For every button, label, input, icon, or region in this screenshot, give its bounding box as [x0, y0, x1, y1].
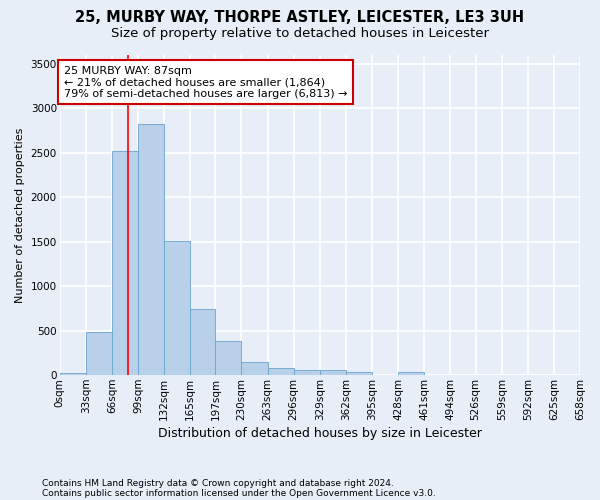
Bar: [241, 362, 268, 375]
Text: Size of property relative to detached houses in Leicester: Size of property relative to detached ho…: [111, 28, 489, 40]
Bar: [86, 332, 112, 375]
Bar: [138, 124, 164, 375]
Text: 25 MURBY WAY: 87sqm
← 21% of detached houses are smaller (1,864)
79% of semi-det: 25 MURBY WAY: 87sqm ← 21% of detached ho…: [64, 66, 347, 99]
Text: Contains HM Land Registry data © Crown copyright and database right 2024.: Contains HM Land Registry data © Crown c…: [42, 478, 394, 488]
Y-axis label: Number of detached properties: Number of detached properties: [15, 128, 25, 303]
Bar: [59, 373, 86, 375]
Bar: [164, 241, 190, 375]
Bar: [293, 370, 320, 375]
Bar: [112, 151, 138, 375]
X-axis label: Distribution of detached houses by size in Leicester: Distribution of detached houses by size …: [158, 427, 482, 440]
Bar: [346, 372, 372, 375]
Text: 25, MURBY WAY, THORPE ASTLEY, LEICESTER, LE3 3UH: 25, MURBY WAY, THORPE ASTLEY, LEICESTER,…: [76, 10, 524, 25]
Bar: [190, 309, 215, 375]
Bar: [320, 370, 346, 375]
Bar: [268, 368, 293, 375]
Bar: [398, 372, 424, 375]
Text: Contains public sector information licensed under the Open Government Licence v3: Contains public sector information licen…: [42, 488, 436, 498]
Bar: [215, 341, 241, 375]
